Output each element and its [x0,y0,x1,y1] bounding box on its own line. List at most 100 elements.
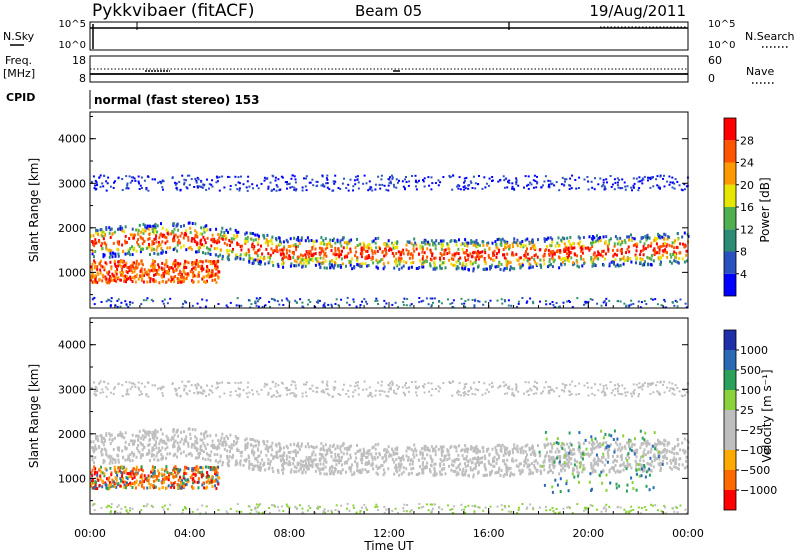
data-cell [145,299,148,302]
data-cell [245,251,248,255]
data-cell [273,299,276,302]
data-cell [108,432,111,436]
data-cell [237,382,240,385]
data-cell [642,384,645,387]
data-cell [515,385,518,388]
data-cell [548,389,550,392]
data-cell [630,392,633,395]
data-cell [597,250,600,254]
data-cell [653,457,656,461]
data-cell [357,263,360,267]
data-cell [379,453,381,457]
data-cell [388,248,390,252]
data-cell [497,250,500,254]
data-cell [158,265,161,269]
data-cell [193,186,196,188]
data-cell [507,299,510,302]
data-cell [299,463,302,467]
data-cell [367,460,370,463]
data-cell [578,442,581,446]
data-cell [410,252,413,256]
data-cell [547,248,550,252]
data-cell [96,281,99,284]
data-cell [511,182,514,185]
data-cell [316,462,319,466]
data-cell [637,180,640,183]
data-cell [281,256,284,260]
data-cell [566,252,568,256]
data-cell [654,298,657,301]
data-cell [152,265,155,269]
data-cell [168,246,171,250]
data-cell [312,446,315,450]
data-cell [673,182,676,185]
data-cell [248,463,251,466]
data-cell [454,239,457,243]
data-cell [305,465,308,469]
data-cell [288,254,291,258]
data-cell [254,457,257,461]
data-cell [269,256,272,260]
data-cell [457,266,460,270]
power-colorbar-tick-label: 12 [740,223,754,236]
data-cell [519,447,522,451]
data-cell [94,444,97,448]
data-cell [217,259,220,263]
data-cell [196,382,199,385]
data-cell [158,442,161,446]
data-cell [189,437,192,440]
data-cell [589,298,592,301]
data-cell [203,228,206,232]
data-cell [281,468,284,472]
data-cell [427,303,430,306]
data-cell [349,456,352,460]
data-cell [288,182,291,185]
data-cell [673,465,676,469]
data-cell [433,447,436,451]
data-cell [565,245,568,249]
data-cell [293,264,296,268]
data-cell [315,180,318,183]
data-cell [410,448,413,452]
data-cell [226,462,229,466]
data-cell [225,304,228,307]
data-cell [114,270,117,274]
data-cell [671,382,674,385]
data-cell [213,237,216,241]
data-cell [212,260,215,263]
data-cell [134,280,137,284]
data-cell [518,469,521,473]
data-cell [558,266,561,270]
data-cell [291,391,294,394]
data-cell [275,189,278,192]
data-cell [599,442,601,445]
data-cell [602,301,605,304]
data-cell [464,464,467,468]
data-cell [94,279,97,283]
data-cell [292,462,295,466]
data-cell [489,257,492,261]
data-cell [211,272,214,276]
data-cell [147,227,150,231]
data-cell [626,235,629,239]
data-cell [640,236,643,240]
data-cell [252,393,254,396]
data-cell [331,265,334,269]
data-cell [142,299,145,302]
data-cell [297,255,300,259]
data-cell [374,237,377,241]
data-cell [289,450,292,454]
data-cell [566,255,569,259]
data-cell [314,257,317,261]
data-cell [684,302,687,305]
data-cell [121,268,123,272]
data-cell [322,467,325,471]
data-cell [160,222,162,226]
data-cell [545,237,548,241]
data-cell [293,236,296,240]
data-cell [637,300,640,303]
data-cell [648,176,651,179]
data-cell [396,240,399,244]
data-cell [299,253,302,257]
data-cell [129,439,132,443]
